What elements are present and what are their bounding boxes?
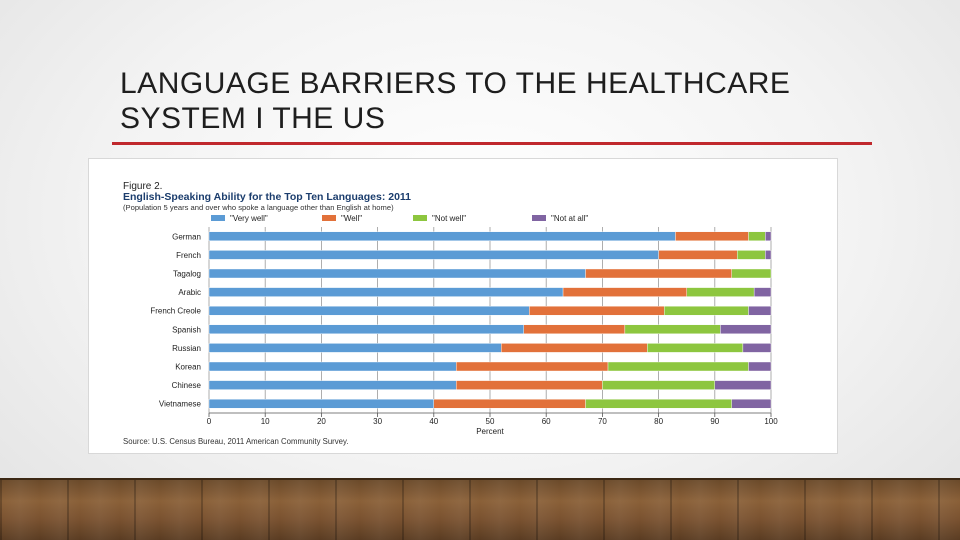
bar-vietnamese-not_at_all [731,398,772,409]
bar-french-not_well [737,250,766,260]
y-tick-label-tagalog: Tagalog [173,270,201,279]
bar-chinese-well [456,380,603,390]
y-tick-label-russian: Russian [172,344,201,353]
bar-korean-well [456,361,609,372]
bar-vietnamese-not_well [585,398,732,409]
slide-title-line-2: SYSTEM I THE US [120,102,386,135]
stacked-bar-chart: Figure 2.English-Speaking Ability for th… [123,181,778,446]
bar-tagalog-not_well [731,268,772,279]
chart-figure-label: Figure 2. [123,181,162,192]
wood-floor-decoration [0,480,960,540]
legend-label-very_well: "Very well" [230,214,268,223]
slide-title-line-1: LANGUAGE BARRIERS TO THE HEALTHCARE [120,67,791,100]
bar-german-well [675,231,749,242]
bar-chinese-very_well [208,380,457,390]
x-tick-label-10: 10 [261,417,270,426]
chart-title: English-Speaking Ability for the Top Ten… [123,191,411,203]
bar-korean-not_well [607,361,749,372]
bar-french-creole-not_well [664,305,749,316]
legend-swatch-very_well [211,215,225,221]
x-tick-label-40: 40 [429,417,438,426]
x-tick-label-70: 70 [598,417,607,426]
bar-spanish-not_at_all [720,324,772,335]
legend-swatch-not_at_all [532,215,546,221]
bar-german-not_well [748,231,766,242]
x-tick-label-0: 0 [207,417,212,426]
x-axis-label: Percent [476,427,504,436]
chart-subtitle: (Population 5 years and over who spoke a… [123,203,394,212]
bar-spanish-very_well [208,324,524,335]
bar-vietnamese-well [433,398,586,409]
floor-edge [0,478,960,481]
bar-russian-very_well [208,343,502,353]
y-tick-label-german: German [172,232,201,241]
bar-spanish-well [523,324,626,335]
chart-figure: Figure 2. English-Speaking Ability for th… [88,158,838,454]
x-tick-label-80: 80 [654,417,663,426]
x-tick-label-30: 30 [373,417,382,426]
bar-korean-very_well [208,361,457,372]
legend-label-well: "Well" [341,214,362,223]
legend-swatch-well [322,215,336,221]
x-tick-label-60: 60 [542,417,551,426]
x-tick-label-100: 100 [764,417,778,426]
y-tick-label-chinese: Chinese [172,381,202,390]
bar-german-not_at_all [765,231,772,242]
y-tick-label-french-creole: French Creole [150,307,201,316]
y-tick-label-arabic: Arabic [178,288,201,297]
y-tick-label-vietnamese: Vietnamese [159,400,202,409]
bar-french-creole-well [529,305,665,316]
bar-french-creole-very_well [208,305,530,316]
bar-arabic-not_well [686,287,755,297]
legend-label-not_well: "Not well" [432,214,466,223]
bar-french-creole-not_at_all [748,305,772,316]
bar-russian-not_well [647,343,744,353]
bar-chinese-not_well [602,380,716,390]
x-tick-label-50: 50 [486,417,495,426]
bar-tagalog-very_well [208,268,586,279]
bar-chinese-not_at_all [714,380,772,390]
y-tick-label-spanish: Spanish [172,325,201,334]
x-tick-label-90: 90 [710,417,719,426]
bar-french-well [658,250,738,260]
bar-spanish-not_well [624,324,721,335]
bar-russian-not_at_all [742,343,772,353]
bar-arabic-well [562,287,687,297]
bar-arabic-very_well [208,287,564,297]
bar-russian-well [501,343,648,353]
legend-label-not_at_all: "Not at all" [551,214,588,223]
x-tick-label-20: 20 [317,417,326,426]
bar-arabic-not_at_all [753,287,772,297]
bar-french-very_well [208,250,659,260]
title-underline [112,142,872,145]
chart-source: Source: U.S. Census Bureau, 2011 America… [123,437,349,446]
bar-french-not_at_all [765,250,772,260]
bar-vietnamese-very_well [208,398,435,409]
slide-title: LANGUAGE BARRIERS TO THE HEALTHCARE SYST… [120,66,880,136]
y-tick-label-korean: Korean [175,363,201,372]
y-tick-label-french: French [176,251,201,260]
bar-german-very_well [208,231,676,242]
bar-korean-not_at_all [748,361,772,372]
legend-swatch-not_well [413,215,427,221]
bar-tagalog-well [585,268,732,279]
